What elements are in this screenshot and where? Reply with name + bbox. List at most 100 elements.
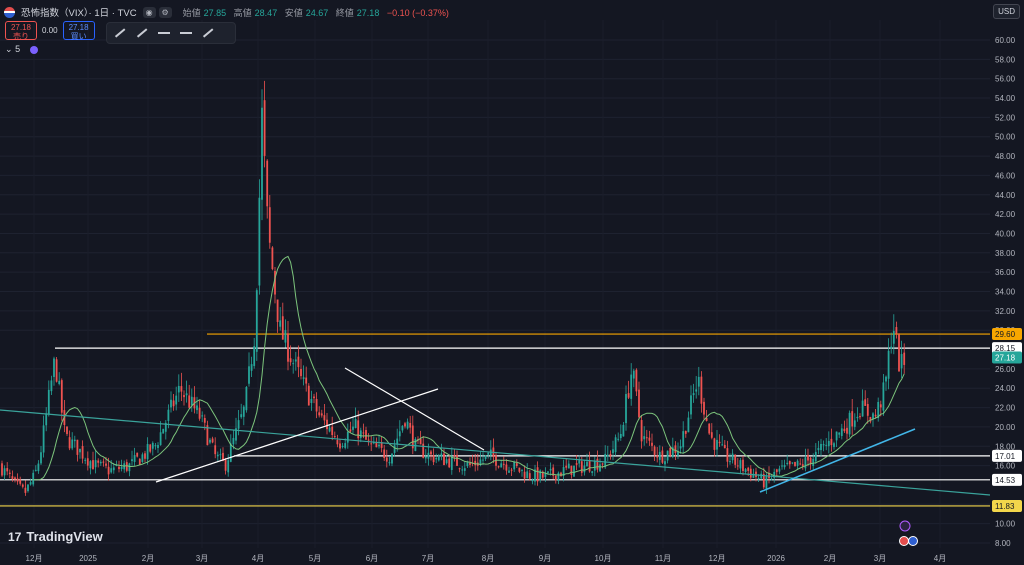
candle-body [401, 425, 404, 431]
candle-body [6, 468, 9, 472]
candle-body [294, 359, 297, 362]
candle-body [180, 386, 183, 392]
candle-body [570, 465, 573, 475]
candle-body [58, 380, 61, 384]
price-level-tag [992, 342, 1022, 355]
moving-average-line [33, 255, 905, 481]
candle-body [687, 417, 690, 433]
extended-line-tool-icon[interactable] [201, 27, 215, 39]
candle-body [79, 448, 81, 453]
visibility-toggles[interactable]: ◉ ⚙ [142, 6, 172, 18]
candle-body [73, 439, 76, 442]
candle-body [240, 414, 243, 418]
candle-body [8, 472, 11, 474]
candle-body [391, 453, 393, 464]
candle-body [45, 413, 48, 426]
candle-body [580, 461, 583, 473]
candle-body [162, 428, 165, 434]
candle-body [562, 467, 565, 476]
candle-body [879, 404, 882, 408]
candle-body [440, 453, 443, 457]
time-tick-label: 12月 [709, 554, 726, 563]
price-tick-label: 56.00 [995, 75, 1016, 84]
candle-body [133, 455, 136, 462]
currency-selector[interactable]: USD [993, 4, 1020, 19]
candle-body [107, 466, 110, 475]
candle-body [461, 469, 464, 471]
candle-body [695, 389, 698, 392]
candle-body [869, 417, 872, 422]
candle-body [188, 395, 191, 408]
candle-body [788, 461, 791, 465]
candle-body [352, 426, 354, 430]
candle-body [552, 467, 555, 476]
price-tick-label: 32.00 [995, 307, 1016, 316]
candle-body [534, 469, 536, 482]
candle-body [164, 422, 167, 432]
time-tick-label: 2月 [142, 554, 154, 563]
candle-body [900, 354, 903, 369]
candle-body [177, 385, 180, 393]
eye-icon[interactable]: ◉ [142, 6, 156, 18]
candle-body [37, 463, 40, 472]
candle-body [458, 468, 461, 470]
candle-body [755, 471, 757, 477]
chevron-down-icon[interactable]: ⌄ [5, 44, 13, 54]
candle-body [89, 461, 92, 469]
horizontal-ray-tool-icon[interactable] [179, 27, 193, 39]
candle-body [677, 451, 679, 456]
candle-body [346, 431, 349, 443]
candle-body [328, 427, 331, 432]
candle-body [206, 425, 209, 446]
candle-body [450, 456, 453, 470]
candle-body [853, 420, 856, 427]
candle-body [172, 400, 175, 407]
candle-body [128, 463, 131, 472]
candle-body [487, 452, 490, 455]
buy-button[interactable]: 27.18 買い [62, 21, 95, 41]
indicator-legend[interactable]: ⌄ 5 [5, 44, 39, 55]
candle-body [268, 207, 271, 243]
price-level-tag [992, 449, 1022, 462]
trend-line-tool-icon[interactable] [113, 27, 127, 39]
price-level-tag-label: 11.83 [995, 502, 1015, 511]
candle-body [274, 270, 276, 295]
candle-body [40, 452, 42, 464]
candle-body [799, 463, 802, 465]
candle-body [565, 465, 568, 468]
candle-body [141, 454, 144, 462]
candle-body [34, 469, 37, 471]
sell-button[interactable]: 27.18 売り [5, 21, 37, 41]
candle-body [1, 463, 3, 476]
candle-body [300, 368, 302, 377]
candle-body [502, 463, 505, 465]
candle-body [424, 456, 427, 459]
candle-body [606, 454, 609, 457]
price-tick-label: 26.00 [995, 365, 1016, 374]
time-tick-label: 9月 [539, 554, 551, 563]
candle-body [575, 463, 578, 465]
parallel-channel-tool-icon[interactable] [157, 27, 171, 39]
candle-body [827, 440, 830, 447]
candle-body [198, 407, 201, 419]
trend-line-white-up [155, 388, 439, 483]
candle-body [250, 364, 253, 371]
candle-body [635, 369, 638, 392]
candle-body [640, 420, 643, 442]
price-level-tag-label: 29.60 [995, 330, 1016, 339]
price-tick-label: 40.00 [995, 229, 1016, 238]
candle-body [255, 290, 258, 352]
symbol-title[interactable]: 恐怖指数（VIX）· 1日 · TVC [21, 8, 137, 19]
candle-body [144, 453, 146, 459]
candle-body [882, 382, 885, 411]
settings-icon[interactable]: ⚙ [158, 6, 172, 18]
candle-body [734, 454, 737, 465]
candle-body [219, 454, 222, 456]
candle-body [297, 356, 300, 368]
drawing-toolbar [106, 22, 236, 44]
candle-body [856, 416, 859, 419]
candle-body [331, 426, 334, 436]
ray-tool-icon[interactable] [135, 27, 149, 39]
candle-body [222, 452, 224, 461]
